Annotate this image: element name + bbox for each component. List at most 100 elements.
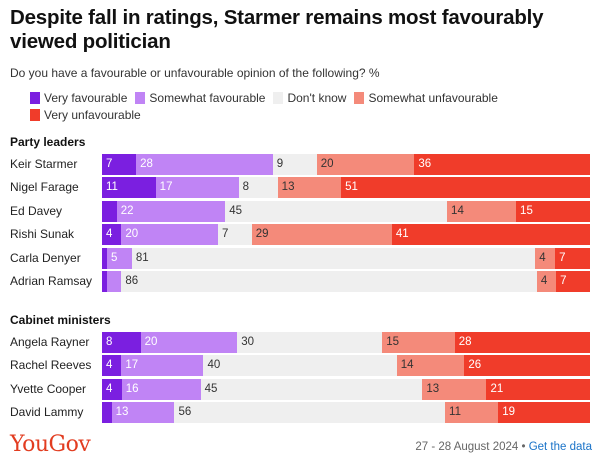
bar-segment [102,402,112,424]
data-label: 21 [490,382,504,395]
bar-segment [272,154,317,175]
bar-segment [102,154,137,175]
stacked-bar: 5 81 4 7 [102,247,590,269]
legend-swatch [273,92,284,104]
legend-swatch [30,109,40,121]
stacked-bar: 7 28 9 20 36 [102,154,590,175]
legend-item: Somewhat unfavourable [354,90,498,107]
data-label: 15 [386,336,400,348]
row-label: Rachel Reeves [10,358,92,373]
bar-segment [341,177,590,199]
legend-item: Somewhat favourable [135,90,265,107]
legend-swatch [354,92,365,104]
bar-segment [121,271,537,292]
get-the-data-link[interactable]: Get the data [528,441,592,453]
bar-segment [486,378,590,400]
data-label: 8 [106,336,113,348]
footer-separator: • [518,441,529,453]
bar-segment [131,247,536,269]
stacked-bar: 22 45 14 15 [102,200,590,222]
bar-segment [136,154,273,175]
data-label: 14 [400,359,414,372]
legend-item: Very favourable [30,90,127,107]
data-label: 17 [125,359,139,372]
bar-segment [121,378,201,400]
legend-label: Very favourable [44,91,128,105]
bar-segment [454,332,590,353]
row-label: Keir Starmer [10,157,78,171]
data-label: 19 [502,406,515,419]
data-label: 81 [135,251,149,264]
data-label: 20 [320,158,334,170]
stacked-bar: 11 17 8 13 51 [102,177,590,199]
stacked-bar: 13 56 11 19 [102,402,590,424]
row-label: Yvette Cooper [10,381,87,396]
bar-segment [464,355,590,377]
bar-segment [106,247,132,269]
bar-segment [102,271,107,292]
bar-segment [102,224,122,246]
stacked-bar: 86 4 7 [102,271,590,292]
data-label: 4 [539,251,546,264]
legend-item: Very unfavourable [30,107,141,124]
row-label: Adrian Ramsay [10,274,93,288]
bar-segment [536,271,557,292]
bar-segment [140,332,238,353]
legend-item: Don't know [273,90,346,107]
data-label: 40 [207,359,221,372]
row-label: David Lammy [10,405,84,420]
bar-segment [277,177,342,199]
data-label: 13 [426,382,440,395]
bar-segment [155,177,239,199]
bar-segment [516,200,590,222]
data-label: 9 [276,158,284,170]
bar-segment [102,332,141,353]
bar-segment [556,271,590,292]
legend-label: Very unfavourable [44,108,141,122]
row-label: Rishi Sunak [10,227,75,242]
data-label: 28 [458,336,472,348]
bar-segment [447,200,517,222]
stacked-bar: 4 20 7 29 41 [102,224,590,246]
data-label: 28 [140,158,153,170]
data-label: 7 [559,251,566,264]
row-label: Angela Rayner [10,335,90,349]
group-title: Cabinet ministers [10,313,111,327]
bar-segment [251,224,392,246]
data-label: 4 [106,359,113,372]
stacked-bar: 4 17 40 14 26 [102,355,590,377]
bar-segment [200,378,423,400]
bar-segment [203,355,397,377]
data-label: 14 [451,204,464,217]
data-label: 26 [468,359,482,372]
bar-segment [445,402,499,424]
bar-segment [102,177,156,199]
yougov-logo: YouGov [10,432,91,457]
data-label: 11 [449,406,461,419]
legend-label: Somewhat unfavourable [368,91,498,105]
data-label: 4 [540,275,548,287]
data-label: 36 [418,158,432,170]
bar-segment [237,332,383,353]
data-label: 4 [106,382,113,395]
legend-swatch [30,92,40,104]
data-label: 13 [115,406,129,419]
bar-segment [106,271,122,292]
stacked-bar: 4 16 45 13 21 [102,378,590,400]
data-label: 41 [395,228,409,241]
data-label: 22 [120,204,134,217]
data-label: 20 [125,228,139,241]
chart-title: Despite fall in ratings, Starmer remains… [10,6,544,53]
data-label: 17 [159,181,173,194]
data-label: 5 [110,251,118,264]
legend-label: Don't know [287,91,347,105]
bar-segment [414,154,590,175]
data-label: 20 [144,336,158,348]
legend-swatch [135,92,146,104]
data-label: 30 [241,336,255,348]
data-label: 15 [520,204,533,217]
data-label: 11 [106,181,118,194]
data-label: 51 [345,181,358,194]
bar-segment [102,247,107,269]
bar-segment [111,402,175,424]
